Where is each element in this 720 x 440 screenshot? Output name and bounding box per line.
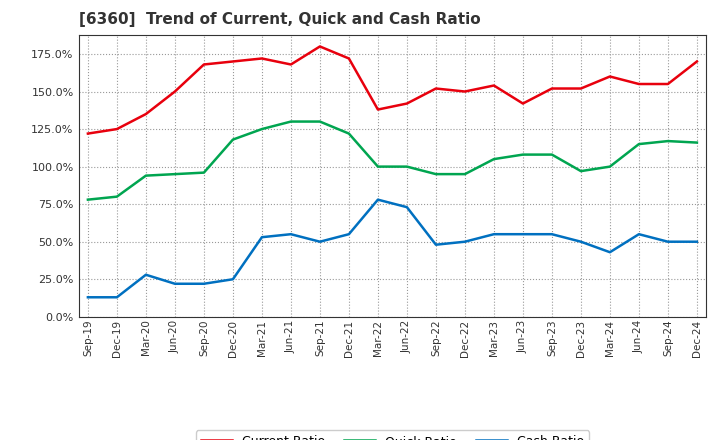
Quick Ratio — [315, 119, 324, 124]
Current Ratio — [606, 74, 614, 79]
Cash Ratio — [606, 249, 614, 255]
Quick Ratio — [577, 169, 585, 174]
Line: Cash Ratio: Cash Ratio — [88, 200, 697, 297]
Line: Quick Ratio: Quick Ratio — [88, 121, 697, 200]
Cash Ratio — [693, 239, 701, 244]
Text: [6360]  Trend of Current, Quick and Cash Ratio: [6360] Trend of Current, Quick and Cash … — [79, 12, 481, 27]
Cash Ratio — [577, 239, 585, 244]
Cash Ratio — [548, 231, 557, 237]
Cash Ratio — [171, 281, 179, 286]
Line: Current Ratio: Current Ratio — [88, 47, 697, 134]
Current Ratio — [345, 56, 354, 61]
Quick Ratio — [228, 137, 237, 142]
Cash Ratio — [490, 231, 498, 237]
Quick Ratio — [490, 157, 498, 162]
Cash Ratio — [431, 242, 440, 247]
Current Ratio — [171, 89, 179, 94]
Legend: Current Ratio, Quick Ratio, Cash Ratio: Current Ratio, Quick Ratio, Cash Ratio — [196, 430, 589, 440]
Cash Ratio — [374, 197, 382, 202]
Quick Ratio — [374, 164, 382, 169]
Current Ratio — [287, 62, 295, 67]
Current Ratio — [431, 86, 440, 91]
Current Ratio — [548, 86, 557, 91]
Current Ratio — [518, 101, 527, 106]
Quick Ratio — [431, 172, 440, 177]
Cash Ratio — [112, 295, 121, 300]
Current Ratio — [577, 86, 585, 91]
Quick Ratio — [548, 152, 557, 157]
Current Ratio — [315, 44, 324, 49]
Quick Ratio — [345, 131, 354, 136]
Quick Ratio — [112, 194, 121, 199]
Current Ratio — [374, 107, 382, 112]
Quick Ratio — [518, 152, 527, 157]
Quick Ratio — [84, 197, 92, 202]
Quick Ratio — [606, 164, 614, 169]
Cash Ratio — [402, 205, 411, 210]
Cash Ratio — [315, 239, 324, 244]
Quick Ratio — [402, 164, 411, 169]
Current Ratio — [199, 62, 208, 67]
Current Ratio — [112, 126, 121, 132]
Cash Ratio — [461, 239, 469, 244]
Current Ratio — [258, 56, 266, 61]
Current Ratio — [228, 59, 237, 64]
Current Ratio — [693, 59, 701, 64]
Cash Ratio — [199, 281, 208, 286]
Cash Ratio — [84, 295, 92, 300]
Cash Ratio — [228, 277, 237, 282]
Quick Ratio — [693, 140, 701, 145]
Current Ratio — [664, 81, 672, 87]
Quick Ratio — [258, 126, 266, 132]
Cash Ratio — [518, 231, 527, 237]
Cash Ratio — [664, 239, 672, 244]
Quick Ratio — [461, 172, 469, 177]
Quick Ratio — [634, 141, 643, 147]
Current Ratio — [490, 83, 498, 88]
Cash Ratio — [634, 231, 643, 237]
Current Ratio — [461, 89, 469, 94]
Cash Ratio — [142, 272, 150, 277]
Current Ratio — [634, 81, 643, 87]
Quick Ratio — [171, 172, 179, 177]
Quick Ratio — [142, 173, 150, 178]
Current Ratio — [402, 101, 411, 106]
Current Ratio — [142, 111, 150, 117]
Cash Ratio — [258, 235, 266, 240]
Cash Ratio — [287, 231, 295, 237]
Cash Ratio — [345, 231, 354, 237]
Quick Ratio — [199, 170, 208, 175]
Quick Ratio — [287, 119, 295, 124]
Current Ratio — [84, 131, 92, 136]
Quick Ratio — [664, 139, 672, 144]
